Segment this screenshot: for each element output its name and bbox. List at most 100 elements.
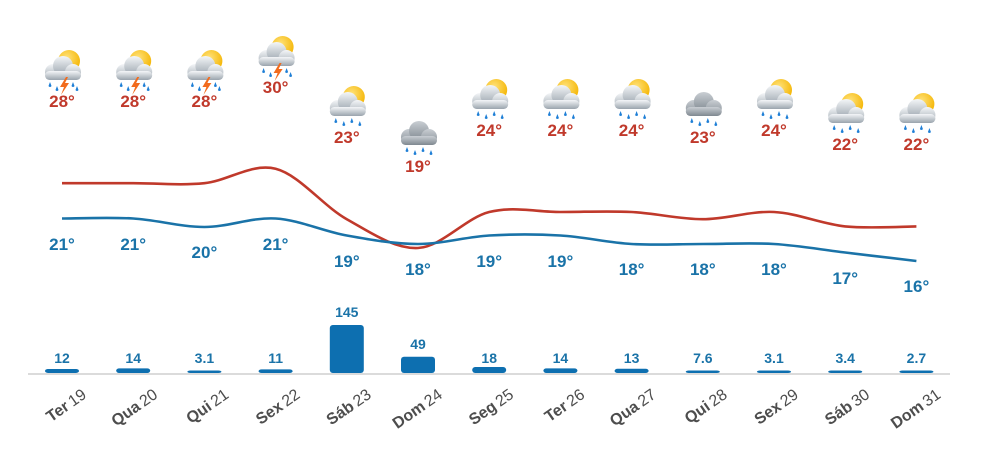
svg-text:Sáb30: Sáb30 — [822, 386, 873, 429]
precipitation-label: 12 — [54, 350, 70, 366]
max-temp-label: 24° — [761, 121, 787, 140]
precipitation-label: 3.1 — [195, 350, 215, 366]
precipitation-bar — [116, 368, 151, 373]
min-temp-label: 19° — [476, 252, 502, 271]
min-temp-label: 21° — [120, 235, 146, 254]
svg-text:Sáb23: Sáb23 — [324, 386, 375, 429]
x-tick-label: Qui28 — [682, 386, 731, 427]
precipitation-label: 11 — [268, 350, 283, 366]
precipitation-bar — [329, 325, 364, 373]
svg-text:Sex29: Sex29 — [752, 386, 802, 428]
svg-text:Ter19: Ter19 — [44, 386, 90, 426]
x-tick-label: Sáb30 — [822, 386, 873, 429]
max-temp-label: 30° — [263, 78, 289, 97]
precipitation-label: 18 — [481, 350, 497, 366]
precipitation-bar — [45, 369, 79, 373]
tick-day-name: Qua — [607, 398, 642, 430]
rain-sun-icon — [828, 93, 865, 134]
tick-day-number: 26 — [564, 386, 588, 410]
min-temp-label: 19° — [548, 252, 574, 271]
tick-day-number: 30 — [849, 386, 873, 410]
x-tick-label: Qua20 — [109, 386, 161, 430]
precipitation-label: 2.7 — [907, 350, 927, 366]
min-temp-label: 18° — [619, 260, 645, 279]
tick-day-number: 22 — [279, 386, 303, 410]
precipitation-bar — [187, 370, 222, 373]
min-temp-label: 18° — [761, 260, 787, 279]
precipitation-bar — [828, 370, 863, 373]
min-temperature-line — [61, 216, 917, 263]
min-temp-label: 17° — [832, 269, 858, 288]
x-tick-label: Ter19 — [44, 386, 90, 426]
x-tick-label: Dom31 — [888, 386, 944, 432]
tick-day-number: 28 — [706, 386, 730, 410]
precipitation-bar — [401, 356, 435, 373]
rain-cloud-icon — [401, 121, 437, 156]
x-tick-label: Dom24 — [390, 386, 446, 432]
tick-day-name: Dom — [390, 398, 429, 432]
tick-day-name: Sáb — [324, 398, 358, 429]
rain-sun-icon — [472, 79, 509, 120]
rain-sun-icon — [899, 93, 936, 134]
x-tick-label: Seg25 — [466, 386, 517, 429]
value-labels: 28° 21° 12 28° 21° 14 28° 20° 3.1 30° 21° 11 23° 19° 1… — [49, 78, 929, 366]
max-temp-label: 23° — [334, 128, 360, 147]
precipitation-bar — [614, 368, 649, 373]
precipitation-label: 13 — [624, 350, 640, 366]
max-temp-label: 24° — [548, 121, 574, 140]
max-temp-label: 24° — [476, 121, 502, 140]
max-temperature-line — [62, 166, 917, 250]
tick-day-name: Qui — [682, 398, 714, 427]
x-tick-label: Ter26 — [542, 386, 588, 426]
thunderstorm-sun-icon — [187, 50, 224, 95]
precipitation-bar — [685, 370, 720, 373]
rain-sun-icon — [543, 79, 580, 120]
tick-day-number: 31 — [920, 386, 944, 410]
thunderstorm-sun-icon — [116, 50, 153, 95]
precipitation-label: 7.6 — [693, 350, 713, 366]
weather-icons — [45, 36, 936, 156]
tick-day-number: 29 — [777, 386, 801, 410]
x-tick-label: Qui21 — [184, 386, 233, 427]
svg-text:Dom24: Dom24 — [390, 386, 446, 432]
thunderstorm-sun-icon — [45, 50, 81, 95]
tick-day-number: 20 — [137, 386, 161, 410]
min-temp-label: 19° — [334, 252, 360, 271]
precipitation-label: 14 — [125, 350, 141, 366]
x-tick-label: Sex29 — [752, 386, 802, 428]
svg-text:Seg25: Seg25 — [466, 386, 517, 429]
max-temp-label: 19° — [405, 157, 431, 176]
max-temp-label: 28° — [120, 92, 146, 111]
temperature-lines — [61, 166, 917, 263]
thunderstorm-sun-icon — [258, 36, 295, 81]
tick-day-name: Sáb — [822, 398, 856, 429]
x-tick-label: Sex22 — [253, 386, 303, 428]
tick-day-number: 24 — [421, 386, 445, 410]
tick-day-number: 23 — [350, 386, 374, 410]
x-tick-label: Qua27 — [607, 386, 659, 430]
svg-text:Sex22: Sex22 — [253, 386, 303, 428]
precipitation-label: 3.4 — [835, 350, 855, 366]
svg-text:Qui21: Qui21 — [184, 386, 233, 427]
tick-day-number: 27 — [635, 386, 659, 410]
precipitation-bar — [757, 370, 791, 373]
tick-day-number: 25 — [493, 386, 517, 410]
max-temp-label: 28° — [192, 92, 218, 111]
tick-day-name: Qua — [109, 398, 144, 430]
rain-sun-icon — [329, 86, 366, 127]
tick-day-name: Sex — [253, 398, 286, 428]
precipitation-bars — [45, 325, 934, 373]
svg-text:Qui28: Qui28 — [682, 386, 731, 427]
tick-day-name: Seg — [466, 398, 500, 429]
min-temp-label: 21° — [49, 235, 75, 254]
svg-text:Dom31: Dom31 — [888, 386, 944, 432]
precipitation-label: 49 — [410, 336, 426, 352]
tick-day-name: Qui — [184, 398, 216, 427]
svg-text:Qua20: Qua20 — [109, 386, 161, 430]
max-temp-label: 22° — [904, 135, 930, 154]
min-temp-label: 18° — [405, 260, 431, 279]
tick-day-name: Sex — [752, 398, 785, 428]
svg-text:Ter26: Ter26 — [542, 386, 588, 426]
precipitation-bar — [258, 369, 293, 373]
